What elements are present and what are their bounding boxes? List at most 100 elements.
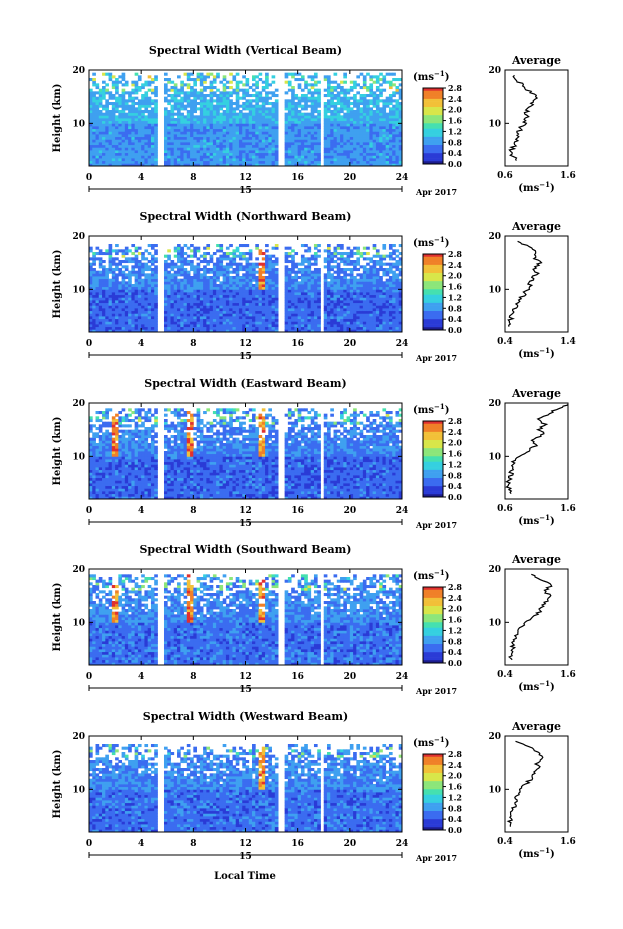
heatmap-cell (327, 120, 331, 124)
heatmap-cell (105, 104, 109, 108)
heatmap-cell (248, 139, 253, 143)
heatmap-cell (252, 147, 256, 151)
heatmap-cell (199, 136, 204, 140)
heatmap-cell (248, 147, 253, 151)
heatmap-cell (128, 310, 132, 314)
heatmap-cell (375, 75, 380, 79)
heatmap-cell (193, 152, 197, 156)
heatmap-cell (137, 75, 142, 79)
heatmap-cell (274, 126, 279, 130)
heatmap-cell (141, 112, 145, 116)
heatmap-cell (323, 144, 328, 148)
heatmap-cell (268, 265, 272, 269)
heatmap-cell (186, 254, 191, 258)
heatmap-cell (167, 276, 171, 280)
heatmap-cell (209, 118, 214, 122)
heatmap-cell (252, 294, 256, 298)
heatmap-cell (258, 273, 263, 277)
heatmap-cell (108, 302, 113, 306)
heatmap-cell (271, 126, 276, 130)
heatmap-cell (150, 134, 155, 138)
heatmap-cell (340, 300, 344, 304)
heatmap-cell (297, 310, 302, 314)
heatmap-cell (193, 142, 197, 146)
heatmap-cell (141, 262, 145, 266)
heatmap-cell (343, 302, 347, 306)
heatmap-cell (170, 110, 175, 114)
heatmap-cell (124, 160, 129, 164)
heatmap-cell (190, 294, 194, 298)
heatmap-cell (356, 300, 361, 304)
heatmap-cell (137, 286, 142, 290)
heatmap-cell (95, 83, 100, 87)
heatmap-cell (180, 83, 184, 87)
heatmap-cell (170, 147, 175, 151)
heatmap-cell (212, 136, 217, 140)
heatmap-cell (317, 104, 321, 108)
heatmap-cell (317, 115, 321, 119)
heatmap-cell (287, 142, 292, 146)
heatmap-cell (388, 94, 393, 98)
heatmap-cell (219, 126, 224, 130)
heatmap-cell (258, 305, 263, 309)
heatmap-cell (284, 131, 289, 135)
heatmap-cell (255, 262, 259, 266)
heatmap-cell (98, 115, 103, 119)
heatmap-cell (258, 163, 263, 167)
heatmap-cell (252, 308, 256, 312)
heatmap-cell (95, 284, 100, 288)
heatmap-cell (173, 163, 178, 167)
heatmap-cell (137, 150, 142, 154)
heatmap-cell (193, 83, 197, 87)
heatmap-cell (190, 302, 194, 306)
heatmap-cell (216, 313, 220, 317)
heatmap-cell (313, 96, 318, 100)
heatmap-cell (118, 131, 123, 135)
heatmap-cell (219, 152, 224, 156)
heatmap-cell (340, 86, 344, 90)
heatmap-cell (219, 281, 224, 285)
heatmap-cell (225, 268, 230, 272)
heatmap-cell (170, 86, 175, 90)
heatmap-cell (300, 112, 305, 116)
heatmap-cell (150, 150, 155, 154)
heatmap-cell (294, 152, 299, 156)
heatmap-cell (238, 329, 243, 333)
heatmap-cell (297, 270, 302, 274)
heatmap-cell (297, 128, 302, 132)
heatmap-cell (216, 99, 220, 103)
heatmap-cell (163, 270, 168, 274)
heatmap-cell (206, 120, 211, 124)
heatmap-cell (193, 150, 197, 154)
heatmap-cell (206, 75, 211, 79)
heatmap-cell (229, 126, 233, 130)
heatmap-cell (388, 72, 393, 76)
heatmap-cell (245, 94, 250, 98)
heatmap-cell (333, 318, 338, 322)
heatmap-cell (388, 131, 393, 135)
heatmap-cell (349, 292, 354, 296)
heatmap-cell (284, 308, 289, 312)
heatmap-cell (375, 155, 380, 159)
heatmap-cell (225, 99, 230, 103)
heatmap-cell (349, 152, 354, 156)
heatmap-cell (203, 131, 207, 135)
heatmap-cell (118, 321, 123, 325)
heatmap-cell (330, 310, 334, 314)
heatmap-cell (177, 152, 181, 156)
heatmap-cell (196, 329, 201, 333)
heatmap-cell (258, 134, 263, 138)
heatmap-cell (366, 134, 370, 138)
heatmap-cell (144, 147, 149, 151)
heatmap-cell (203, 139, 207, 143)
heatmap-cell (150, 115, 155, 119)
heatmap-cell (98, 99, 103, 103)
heatmap-cell (212, 86, 217, 90)
heatmap-cell (173, 94, 178, 98)
heatmap-cell (238, 254, 243, 258)
heatmap-cell (102, 316, 106, 320)
heatmap-cell (131, 324, 136, 328)
heatmap-cell (327, 324, 331, 328)
heatmap-cell (147, 123, 152, 127)
heatmap-cell (369, 91, 374, 95)
